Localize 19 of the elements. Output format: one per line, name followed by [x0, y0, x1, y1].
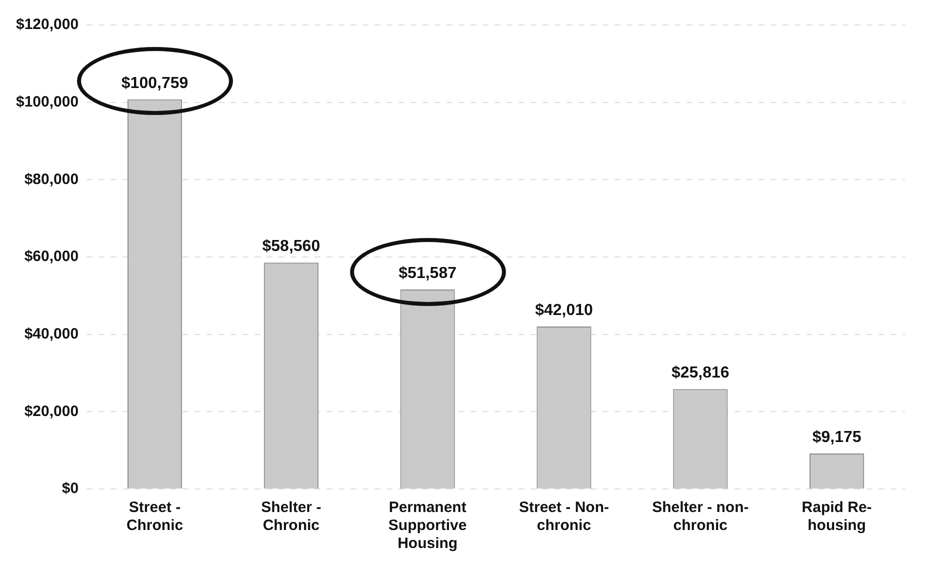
y-tick-label: $40,000: [24, 325, 79, 342]
data-label: $100,759: [121, 74, 188, 92]
x-tick-label: Shelter - non-chronic: [652, 499, 749, 534]
y-tick-label: $100,000: [16, 93, 79, 110]
data-label: $9,175: [812, 428, 862, 446]
x-tick-label: Shelter - Chronic: [261, 499, 322, 534]
x-tick-label: Street - Chronic: [126, 499, 184, 534]
x-tick-label: Rapid Re-housing: [802, 499, 872, 534]
y-tick-label: $80,000: [24, 170, 79, 188]
y-tick-label: $20,000: [24, 402, 79, 420]
x-tick-label: Permanent Supportive Housing: [388, 499, 467, 552]
y-tick-label: $0: [62, 480, 79, 498]
data-label: $51,587: [398, 264, 457, 282]
data-label: $58,560: [262, 238, 320, 255]
x-tick-label: Street - Non-chronic: [518, 499, 609, 534]
data-label: $25,816: [671, 364, 730, 382]
y-tick-label: $120,000: [16, 16, 79, 34]
y-tick-label: $60,000: [24, 248, 79, 266]
data-label: $42,010: [535, 302, 593, 319]
